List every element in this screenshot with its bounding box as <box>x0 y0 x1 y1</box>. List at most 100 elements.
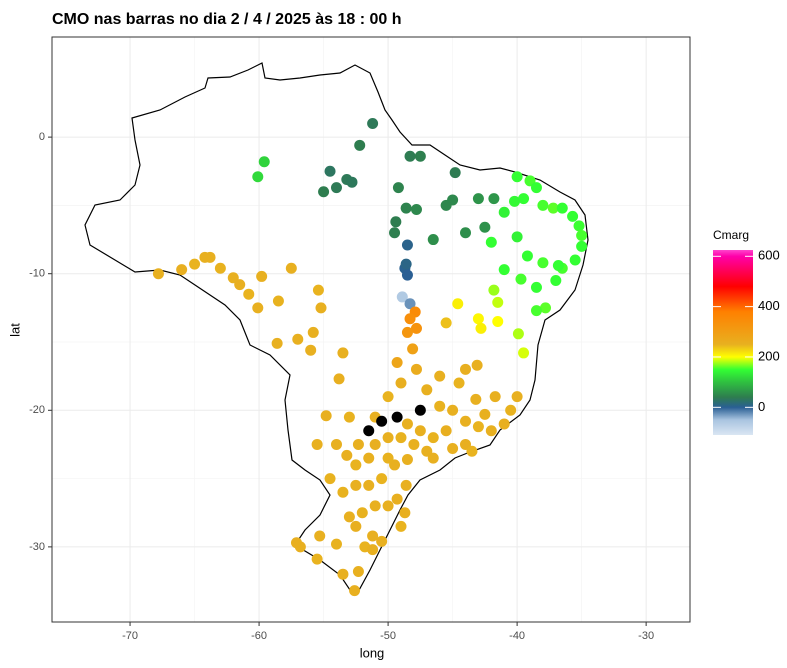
point <box>350 520 362 532</box>
point <box>410 204 422 216</box>
point <box>427 234 439 246</box>
point <box>466 445 478 457</box>
point <box>343 411 355 423</box>
point <box>524 175 536 187</box>
point <box>475 322 487 334</box>
point <box>258 156 270 168</box>
legend-title: Cmarg <box>713 228 749 242</box>
y-tick-label: -30 <box>29 541 45 553</box>
point <box>356 507 368 519</box>
point <box>404 150 416 162</box>
point <box>440 317 452 329</box>
country-outline <box>84 62 589 593</box>
point <box>252 171 264 183</box>
point <box>530 182 542 194</box>
point <box>350 479 362 491</box>
colorbar <box>713 250 753 435</box>
point <box>290 537 302 549</box>
point <box>382 452 394 464</box>
point <box>421 384 433 396</box>
point <box>369 500 381 512</box>
point <box>537 199 549 211</box>
point <box>401 453 413 465</box>
point <box>311 553 323 565</box>
point <box>511 391 523 403</box>
point <box>307 326 319 338</box>
point <box>488 193 500 205</box>
point <box>434 400 446 412</box>
point <box>389 459 401 471</box>
point <box>204 251 216 263</box>
point <box>337 486 349 498</box>
point <box>472 421 484 433</box>
point <box>460 415 472 427</box>
point <box>452 298 464 310</box>
point <box>530 281 542 293</box>
point <box>521 250 533 262</box>
point <box>539 302 551 314</box>
panel-border <box>51 36 691 623</box>
point <box>498 264 510 276</box>
legend-tick-label: 600 <box>758 248 780 263</box>
point <box>382 500 394 512</box>
point <box>537 257 549 269</box>
point <box>460 363 472 375</box>
point <box>421 445 433 457</box>
point <box>472 193 484 205</box>
point <box>337 347 349 359</box>
point <box>305 344 317 356</box>
points <box>152 117 588 597</box>
point <box>408 438 420 450</box>
point <box>489 391 501 403</box>
point <box>333 373 345 385</box>
point <box>511 171 523 183</box>
point <box>498 206 510 218</box>
point <box>556 202 568 214</box>
point <box>320 410 332 422</box>
point <box>505 404 517 416</box>
point <box>427 432 439 444</box>
point <box>400 258 412 270</box>
point <box>352 565 364 577</box>
point <box>376 535 388 547</box>
point <box>498 418 510 430</box>
point <box>343 511 355 523</box>
point <box>363 479 375 491</box>
point <box>479 221 491 233</box>
point <box>395 377 407 389</box>
point <box>470 393 482 405</box>
y-axis-label: lat <box>7 323 22 337</box>
point <box>367 544 379 556</box>
point <box>401 418 413 430</box>
legend-tick-label: 200 <box>758 348 780 363</box>
point <box>369 438 381 450</box>
point <box>390 216 402 228</box>
point <box>363 452 375 464</box>
point <box>318 186 330 198</box>
point <box>214 262 226 274</box>
point <box>552 260 564 272</box>
point <box>330 538 342 550</box>
point <box>453 377 465 389</box>
point <box>176 264 188 276</box>
point <box>401 326 413 338</box>
point <box>518 347 530 359</box>
point <box>396 291 408 303</box>
point <box>382 391 394 403</box>
x-tick-label: -40 <box>509 630 525 642</box>
point <box>509 195 521 207</box>
x-axis-label: long <box>360 645 385 660</box>
point <box>460 438 472 450</box>
point <box>314 530 326 542</box>
point <box>414 425 426 437</box>
legend-tick-label: 0 <box>758 399 765 414</box>
point <box>512 328 524 340</box>
point <box>324 165 336 177</box>
point <box>401 269 413 281</box>
point <box>189 258 201 270</box>
y-tick-label: -10 <box>29 268 45 280</box>
point <box>349 585 361 597</box>
point <box>440 199 452 211</box>
point <box>271 337 283 349</box>
